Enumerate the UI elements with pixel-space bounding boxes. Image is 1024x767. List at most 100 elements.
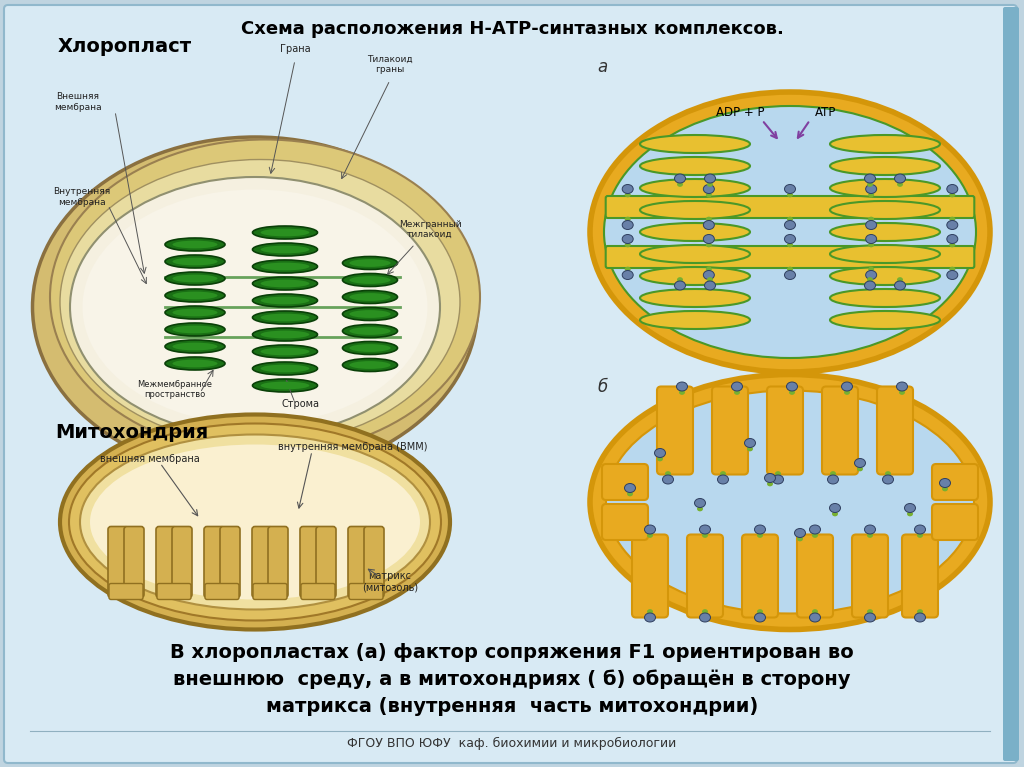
FancyBboxPatch shape	[602, 504, 648, 540]
Ellipse shape	[253, 328, 317, 341]
Ellipse shape	[904, 503, 915, 512]
Ellipse shape	[679, 390, 685, 395]
FancyBboxPatch shape	[822, 387, 858, 475]
Ellipse shape	[640, 267, 750, 285]
Ellipse shape	[349, 259, 390, 267]
Ellipse shape	[623, 235, 633, 243]
Ellipse shape	[867, 277, 873, 282]
Ellipse shape	[720, 471, 726, 476]
Ellipse shape	[640, 289, 750, 307]
Ellipse shape	[675, 281, 685, 290]
Ellipse shape	[647, 533, 653, 538]
Ellipse shape	[640, 245, 750, 263]
Ellipse shape	[949, 267, 955, 272]
Ellipse shape	[734, 390, 740, 395]
Ellipse shape	[830, 179, 940, 197]
Ellipse shape	[865, 271, 877, 279]
Ellipse shape	[50, 140, 480, 455]
Ellipse shape	[253, 243, 317, 256]
Ellipse shape	[665, 471, 671, 476]
Ellipse shape	[261, 347, 309, 355]
Text: ФГОУ ВПО ЮФУ  каф. биохимии и микробиологии: ФГОУ ВПО ЮФУ каф. биохимии и микробиолог…	[347, 736, 677, 749]
Ellipse shape	[844, 390, 850, 395]
Ellipse shape	[172, 258, 217, 265]
Ellipse shape	[699, 525, 711, 534]
Ellipse shape	[865, 220, 877, 229]
Ellipse shape	[677, 182, 683, 187]
Text: Внешняя
мембрана: Внешняя мембрана	[54, 92, 101, 112]
Text: ADP + P: ADP + P	[717, 106, 765, 118]
Ellipse shape	[707, 277, 713, 282]
Ellipse shape	[261, 280, 309, 288]
Ellipse shape	[675, 174, 685, 183]
FancyBboxPatch shape	[606, 246, 974, 268]
Ellipse shape	[867, 533, 873, 538]
Ellipse shape	[784, 235, 796, 243]
Ellipse shape	[60, 160, 460, 445]
Text: матрикса (внутренняя  часть митохондрии): матрикса (внутренняя часть митохондрии)	[266, 696, 758, 716]
Ellipse shape	[349, 276, 390, 284]
Text: Схема расположения Н-АТР-синтазных комплексов.: Схема расположения Н-АТР-синтазных компл…	[241, 20, 783, 38]
Ellipse shape	[165, 340, 225, 353]
Ellipse shape	[810, 613, 820, 622]
Ellipse shape	[797, 536, 803, 542]
Ellipse shape	[165, 323, 225, 336]
Ellipse shape	[830, 223, 940, 241]
Ellipse shape	[657, 456, 663, 461]
Ellipse shape	[625, 242, 631, 247]
Ellipse shape	[767, 482, 773, 486]
Text: а: а	[597, 58, 607, 76]
Ellipse shape	[830, 311, 940, 329]
Ellipse shape	[746, 446, 753, 451]
Ellipse shape	[165, 357, 225, 370]
Ellipse shape	[627, 492, 633, 496]
Ellipse shape	[640, 135, 750, 153]
Ellipse shape	[253, 345, 317, 358]
FancyBboxPatch shape	[300, 526, 319, 597]
Ellipse shape	[939, 479, 950, 488]
Ellipse shape	[677, 277, 683, 282]
Ellipse shape	[795, 528, 806, 538]
Text: Тилакоид
граны: Тилакоид граны	[368, 54, 413, 74]
Ellipse shape	[261, 245, 309, 253]
Ellipse shape	[172, 343, 217, 351]
Ellipse shape	[812, 533, 818, 538]
Ellipse shape	[868, 267, 874, 272]
Ellipse shape	[623, 220, 633, 229]
Text: ATP: ATP	[815, 106, 837, 118]
Ellipse shape	[830, 267, 940, 285]
Ellipse shape	[854, 459, 865, 468]
Ellipse shape	[253, 379, 317, 392]
Text: Хлоропласт: Хлоропласт	[58, 38, 193, 57]
Ellipse shape	[787, 193, 793, 197]
Ellipse shape	[706, 242, 712, 247]
Text: Межгранный
тилакоид: Межгранный тилакоид	[398, 219, 462, 239]
Ellipse shape	[914, 613, 926, 622]
Ellipse shape	[883, 475, 894, 484]
Ellipse shape	[718, 475, 728, 484]
Ellipse shape	[644, 613, 655, 622]
Ellipse shape	[947, 220, 957, 229]
Ellipse shape	[755, 525, 766, 534]
FancyBboxPatch shape	[205, 584, 239, 600]
FancyBboxPatch shape	[602, 464, 648, 500]
Ellipse shape	[172, 360, 217, 367]
Ellipse shape	[625, 483, 636, 492]
Ellipse shape	[831, 512, 838, 516]
FancyBboxPatch shape	[852, 535, 888, 617]
Ellipse shape	[830, 471, 836, 476]
Ellipse shape	[253, 277, 317, 290]
Ellipse shape	[699, 613, 711, 622]
Ellipse shape	[165, 306, 225, 319]
FancyBboxPatch shape	[108, 526, 128, 597]
Ellipse shape	[349, 344, 390, 352]
Ellipse shape	[830, 245, 940, 263]
Ellipse shape	[787, 216, 793, 222]
Ellipse shape	[663, 475, 674, 484]
Ellipse shape	[830, 135, 940, 153]
Ellipse shape	[702, 533, 708, 538]
Ellipse shape	[165, 255, 225, 268]
FancyBboxPatch shape	[606, 196, 974, 218]
Ellipse shape	[702, 609, 708, 614]
Ellipse shape	[677, 382, 687, 391]
